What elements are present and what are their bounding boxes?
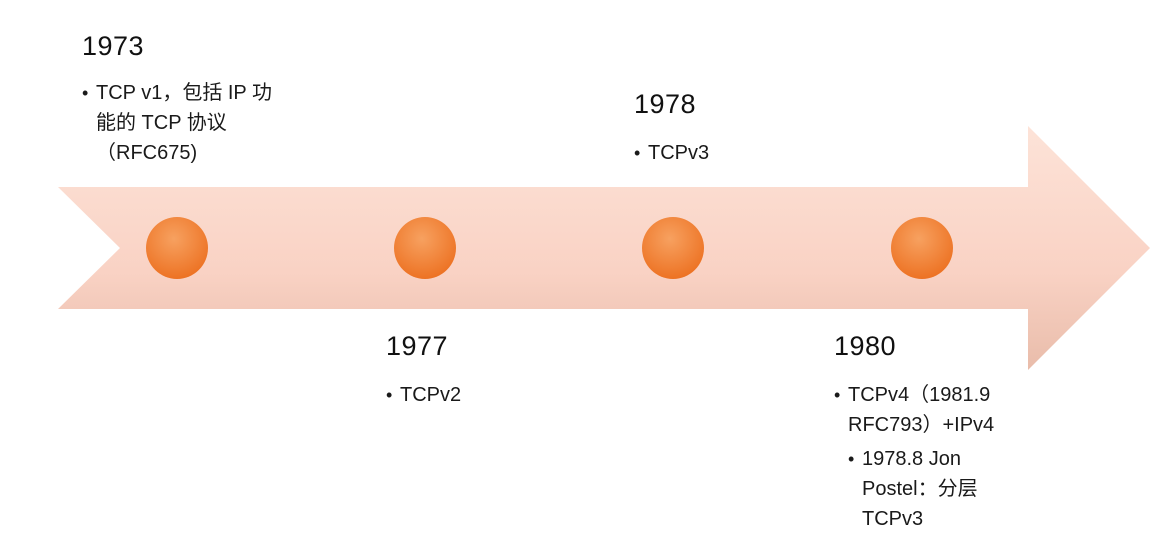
milestone-1973: 1973 TCP v1，包括 IP 功能的 TCP 协议（RFC675) — [82, 30, 282, 168]
bullet-item: TCPv4（1981.9 RFC793）+IPv4 — [834, 380, 1023, 440]
sub-bullet-item: 1978.8 Jon Postel：分层 TCPv3 — [848, 444, 1022, 534]
milestone-bullets: TCPv2 — [386, 380, 586, 410]
milestone-year: 1977 — [386, 331, 449, 361]
milestone-1977: 1977 TCPv2 — [386, 330, 586, 410]
milestone-bullets: TCPv4（1981.9 RFC793）+IPv4 1978.8 Jon Pos… — [834, 380, 1024, 534]
timeline-dot-1978 — [642, 217, 704, 279]
milestone-1980: 1980 TCPv4（1981.9 RFC793）+IPv4 1978.8 Jo… — [834, 330, 1024, 534]
bullet-item: TCP v1，包括 IP 功能的 TCP 协议（RFC675) — [82, 78, 282, 168]
timeline-dot-1980 — [891, 217, 953, 279]
arrow-shape — [58, 126, 1150, 370]
timeline-dot-1977 — [394, 217, 456, 279]
milestone-year: 1978 — [634, 89, 697, 119]
milestone-bullets: TCP v1，包括 IP 功能的 TCP 协议（RFC675) — [82, 78, 282, 168]
milestone-year: 1980 — [834, 331, 897, 361]
bullet-item: TCPv2 — [386, 380, 586, 410]
milestone-1978: 1978 TCPv3 — [634, 88, 834, 168]
milestone-year: 1973 — [82, 31, 145, 61]
milestone-bullets: TCPv3 — [634, 138, 834, 168]
timeline-dot-1973 — [146, 217, 208, 279]
bullet-item: TCPv3 — [634, 138, 834, 168]
